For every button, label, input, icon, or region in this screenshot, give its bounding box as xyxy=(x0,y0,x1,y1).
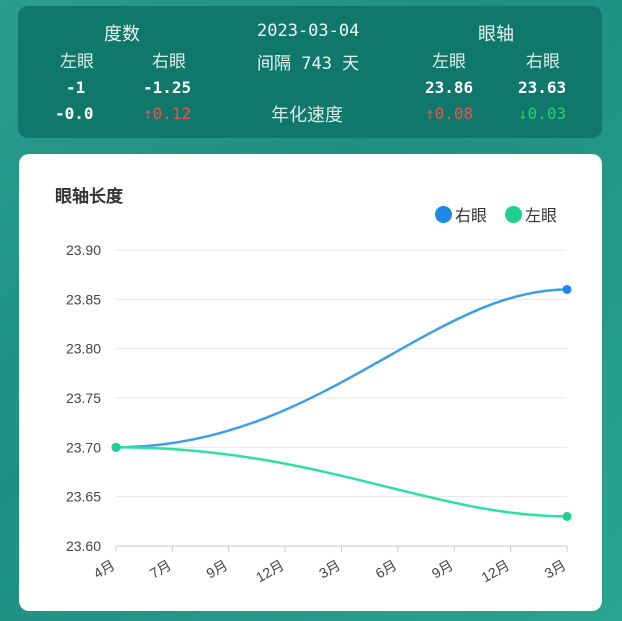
y-tick-label: 23.85 xyxy=(66,291,101,307)
x-tick-label: 6月 xyxy=(372,557,399,582)
interval-days: 间隔 743 天 xyxy=(257,54,360,74)
series-line-1 xyxy=(115,446,568,518)
x-tick-label: 9月 xyxy=(429,557,456,582)
series-point-end-0 xyxy=(562,284,572,294)
right-diopter-value: -1.25 xyxy=(143,78,192,97)
exam-date: 2023-03-04 xyxy=(257,21,360,41)
axial-header: 眼轴 xyxy=(478,24,514,45)
legend-left-marker xyxy=(505,205,522,223)
legend-item-left[interactable]: 左眼 xyxy=(505,202,557,226)
series-line-0 xyxy=(115,288,568,449)
chart-card: 眼轴长度 右眼 左眼 23.90 23.85 23.80 23.75 23.70 23.6… xyxy=(19,154,602,611)
x-tick-label: 9月 xyxy=(203,557,230,582)
x-tick-label: 3月 xyxy=(316,557,343,582)
y-tick-label: 23.60 xyxy=(66,538,101,554)
annual-rate-label: 年化速度 xyxy=(271,105,343,126)
x-tick-label: 12月 xyxy=(479,557,513,586)
right-diopter-rate: ↑0.12 xyxy=(143,104,192,123)
legend-left-label: 左眼 xyxy=(525,206,558,225)
axial-length-chart: 23.90 23.85 23.80 23.75 23.70 23.65 23.60 4月 7月 9… xyxy=(66,242,572,586)
left-eye-label: 左眼 xyxy=(60,52,94,72)
series-point-start-1 xyxy=(111,442,121,452)
right-eye-label: 右眼 xyxy=(152,52,186,72)
right-axial-value: 23.63 xyxy=(518,78,567,97)
legend-item-right[interactable]: 右眼 xyxy=(435,202,487,226)
chart-title: 眼轴长度 xyxy=(55,187,123,207)
left-eye-label-2: 左眼 xyxy=(432,52,466,72)
x-tick-label: 4月 xyxy=(91,557,118,582)
x-tick-label: 12月 xyxy=(253,557,287,586)
legend-right-marker xyxy=(435,205,452,223)
y-tick-label: 23.75 xyxy=(66,390,101,406)
y-tick-label: 23.80 xyxy=(66,341,101,357)
diopter-header: 度数 xyxy=(104,24,140,45)
right-eye-label-2: 右眼 xyxy=(526,52,560,72)
summary-panel: 度数 2023-03-04 眼轴 左眼 右眼 间隔 743 天 左眼 右眼 -1… xyxy=(18,6,602,138)
x-tick-label: 3月 xyxy=(542,557,569,582)
x-tick-label: 7月 xyxy=(147,557,174,582)
left-diopter-rate: -0.0 xyxy=(55,104,94,123)
y-tick-label: 23.90 xyxy=(66,242,101,258)
y-tick-label: 23.70 xyxy=(66,439,101,455)
left-axial-rate: ↑0.08 xyxy=(425,104,474,123)
right-axial-rate: ↓0.03 xyxy=(518,104,567,123)
left-diopter-value: -1 xyxy=(66,78,86,97)
series-point-end-1 xyxy=(562,511,572,521)
legend-right-label: 右眼 xyxy=(455,206,488,225)
left-axial-value: 23.86 xyxy=(425,78,474,97)
y-tick-label: 23.65 xyxy=(66,489,101,505)
